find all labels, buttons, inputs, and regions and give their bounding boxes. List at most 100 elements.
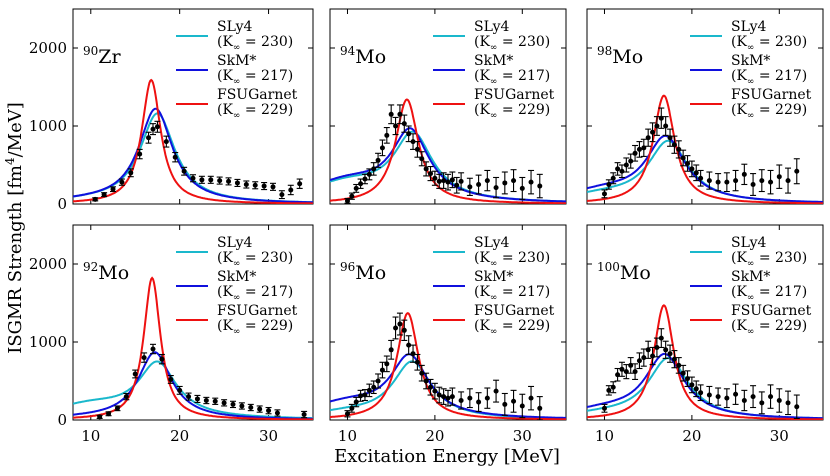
curves — [587, 304, 823, 420]
series-line-fsugarnet — [587, 94, 823, 204]
panel-frame — [329, 8, 567, 205]
legend-param-k: (K — [217, 284, 233, 300]
legend-param-value: = 229) — [754, 318, 807, 334]
data-point — [654, 344, 660, 350]
legend-param-k: (K — [731, 68, 747, 84]
legend-name: SkM* — [474, 269, 513, 285]
data-point — [208, 177, 214, 183]
nucleus-label: 94Mo — [340, 44, 386, 68]
data-point — [358, 393, 364, 399]
data-point — [414, 146, 420, 152]
data-point — [239, 403, 245, 409]
data-point — [685, 376, 691, 382]
legend-name: FSUGarnet — [217, 303, 298, 319]
legend-param-k: (K — [217, 68, 233, 84]
legend-param-value: = 217) — [754, 68, 807, 84]
legend-param-sub: ∞ — [747, 259, 755, 269]
data-point — [436, 392, 442, 398]
legend-param-k: (K — [217, 318, 233, 334]
data-point — [397, 321, 403, 327]
data-point — [92, 196, 98, 202]
data-point — [715, 179, 721, 185]
data-point — [150, 346, 156, 352]
data-point — [375, 157, 381, 163]
legend-param-k: (K — [474, 250, 490, 266]
data-point — [698, 390, 704, 396]
legend-name: SLy4 — [474, 19, 510, 35]
data-point — [658, 115, 664, 121]
x-tick-label: 30 — [259, 427, 278, 445]
data-point — [344, 411, 350, 417]
data-point — [379, 367, 385, 373]
series-line-skmstar — [587, 352, 823, 420]
data-point — [349, 193, 355, 199]
data-point — [502, 180, 508, 186]
legend-param-sub: ∞ — [233, 259, 241, 269]
data-point — [458, 398, 464, 403]
series-line-fsugarnet — [73, 78, 313, 204]
data-point — [230, 401, 236, 407]
data-point — [641, 145, 647, 151]
data-point — [297, 181, 303, 187]
mass-number: 100 — [597, 260, 620, 274]
data-point — [601, 191, 607, 197]
experimental-data — [344, 104, 543, 204]
data-point — [776, 398, 782, 403]
data-point — [423, 378, 429, 384]
nucleus-label: 98Mo — [597, 44, 643, 68]
panel-frame — [72, 224, 314, 421]
data-point — [641, 355, 647, 361]
data-point — [163, 139, 169, 145]
data-point — [379, 145, 385, 151]
data-point — [519, 403, 525, 409]
y-tick-label: 2000 — [29, 255, 67, 273]
legend-param-value: = 217) — [240, 68, 293, 84]
data-point — [537, 405, 543, 411]
data-point — [785, 400, 791, 406]
data-point — [610, 175, 616, 181]
legend-name: FSUGarnet — [731, 87, 812, 103]
data-point — [257, 406, 263, 412]
data-point — [476, 182, 482, 187]
data-point — [159, 356, 165, 362]
data-point — [401, 121, 407, 127]
legend-param-k: (K — [474, 102, 490, 118]
data-point — [615, 372, 621, 378]
legend-param-k: (K — [474, 284, 490, 300]
legend-param-value: = 217) — [240, 284, 293, 300]
data-point — [741, 171, 747, 177]
data-point — [181, 168, 187, 174]
experimental-data — [344, 312, 543, 420]
legend-name: SkM* — [731, 53, 770, 69]
data-point — [519, 185, 525, 191]
x-tick-label: 30 — [770, 427, 789, 445]
y-axis-label-sup: 4 — [3, 157, 17, 165]
data-point — [610, 384, 616, 390]
data-point — [445, 179, 451, 185]
data-point — [671, 356, 677, 362]
legend-param-sub: ∞ — [233, 327, 241, 337]
data-point — [759, 178, 765, 184]
data-point — [362, 176, 368, 182]
data-point — [217, 178, 223, 184]
series-line-fsugarnet — [587, 304, 823, 420]
element-symbol: Mo — [98, 262, 129, 284]
data-point — [199, 177, 205, 183]
curves — [73, 276, 313, 420]
legend-name: SkM* — [217, 53, 256, 69]
experimental-data — [601, 107, 800, 199]
data-point — [146, 135, 152, 141]
data-point — [106, 411, 112, 417]
data-point — [663, 123, 669, 129]
data-point — [606, 387, 612, 393]
data-point — [353, 185, 359, 191]
legend-param-sub: ∞ — [747, 43, 755, 53]
data-point — [428, 171, 434, 177]
data-point — [234, 180, 240, 186]
data-point — [406, 342, 412, 348]
element-symbol: Mo — [612, 46, 643, 68]
legend-param-sub: ∞ — [233, 111, 241, 121]
